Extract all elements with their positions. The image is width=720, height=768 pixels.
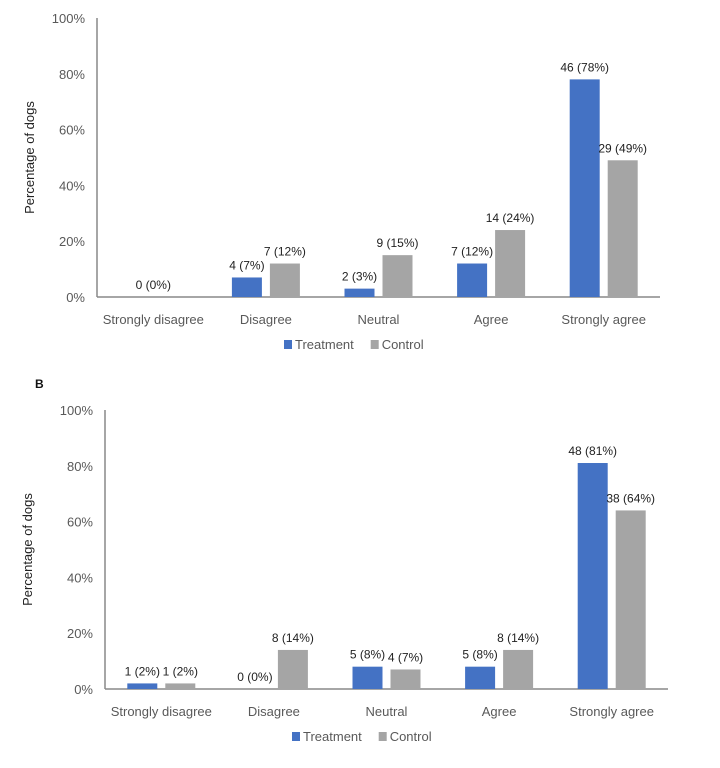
y-tick-label: 60% [59, 123, 85, 138]
x-tick-label: Neutral [366, 704, 408, 719]
x-tick-label: Disagree [248, 704, 300, 719]
data-label: 0 (0%) [136, 278, 171, 292]
x-tick-label: Strongly agree [561, 312, 646, 327]
bar-treatment [569, 79, 600, 297]
y-axis-title: Percentage of dogs [22, 101, 37, 214]
chart-panel-2: B 0% 20% 40% 60% 80% 100% Percentage of dogs Str… [20, 377, 668, 744]
data-label: 1 (2%) [125, 664, 160, 678]
legend-label: Control [390, 729, 432, 744]
x-tick-label: Strongly disagree [111, 704, 212, 719]
x-tick-label: Strongly agree [569, 704, 654, 719]
legend-swatch-control [370, 340, 379, 349]
bar-treatment [344, 288, 375, 297]
bar-control [165, 683, 196, 689]
y-tick-label: 0% [66, 290, 85, 305]
chart-panel-1: 0% 20% 40% 60% 80% 100% Percentage of dogs Stro… [22, 11, 660, 352]
legend-label: Control [382, 337, 424, 352]
data-label: 38 (64%) [606, 491, 655, 505]
x-tick-label: Disagree [240, 312, 292, 327]
y-tick-label: 20% [59, 234, 85, 249]
y-tick-label: 80% [59, 67, 85, 82]
y-tick-label: 100% [52, 11, 86, 26]
legend-swatch-treatment [292, 732, 300, 741]
bar-treatment [127, 683, 158, 689]
bar-control [269, 263, 300, 297]
data-label: 2 (3%) [342, 270, 377, 284]
bar-control [382, 255, 413, 297]
bar-treatment [457, 263, 488, 297]
x-tick-label: Agree [482, 704, 517, 719]
y-tick-label: 40% [67, 570, 93, 585]
data-label: 0 (0%) [237, 670, 272, 684]
y-tick-label: 0% [74, 682, 93, 697]
panel-label: B [35, 377, 44, 391]
y-tick-label: 100% [60, 403, 94, 418]
data-label: 7 (12%) [264, 245, 306, 259]
x-tick-label: Neutral [358, 312, 400, 327]
y-axis-title: Percentage of dogs [20, 493, 35, 606]
legend-label: Treatment [303, 729, 362, 744]
y-tick-label: 60% [67, 515, 93, 530]
bar-treatment [577, 463, 608, 689]
bar-control [390, 669, 421, 689]
data-label: 14 (24%) [486, 211, 535, 225]
data-label: 7 (12%) [451, 245, 493, 259]
data-label: 8 (14%) [497, 631, 539, 645]
bar-treatment [231, 277, 262, 297]
bar-treatment [465, 666, 496, 689]
data-label: 9 (15%) [376, 236, 418, 250]
y-tick-label: 40% [59, 178, 85, 193]
y-tick-label: 20% [67, 626, 93, 641]
legend-label: Treatment [295, 337, 354, 352]
data-label: 48 (81%) [568, 444, 617, 458]
bar-control [277, 649, 308, 689]
legend-swatch-control [378, 732, 387, 741]
y-tick-label: 80% [67, 459, 93, 474]
bar-control [615, 510, 646, 689]
data-label: 5 (8%) [350, 648, 385, 662]
data-label: 46 (78%) [560, 60, 609, 74]
data-label: 8 (14%) [272, 631, 314, 645]
data-label: 29 (49%) [598, 141, 647, 155]
bar-control [607, 160, 638, 297]
x-tick-label: Strongly disagree [103, 312, 204, 327]
data-label: 1 (2%) [163, 664, 198, 678]
data-label: 4 (7%) [388, 650, 423, 664]
bar-control [503, 649, 534, 689]
bar-control [495, 230, 526, 297]
data-label: 4 (7%) [229, 258, 264, 272]
data-label: 5 (8%) [462, 648, 497, 662]
x-tick-label: Agree [474, 312, 509, 327]
legend-swatch-treatment [284, 340, 292, 349]
bar-treatment [352, 666, 383, 689]
